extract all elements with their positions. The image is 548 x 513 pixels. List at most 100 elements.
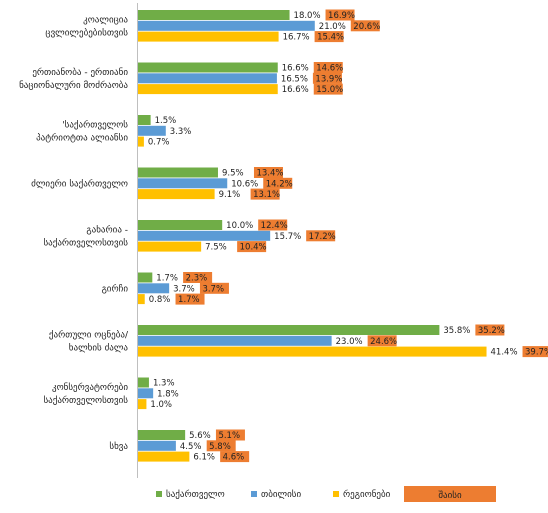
- category-label: ხალხის ძალა: [69, 342, 129, 353]
- legend-swatch: [333, 491, 339, 497]
- poll-value-label: 13.9%: [315, 74, 342, 84]
- poll-value-box: [183, 272, 213, 283]
- data-label: 16.7%: [283, 33, 310, 43]
- data-label: 35.8%: [443, 326, 470, 336]
- poll-value-label: 2.3%: [186, 274, 208, 284]
- category-label: კოალიცია: [83, 15, 128, 25]
- bar: [138, 220, 223, 230]
- category-label: საქართველოსთვის: [43, 395, 128, 406]
- data-label: 15.7%: [274, 232, 301, 242]
- data-label: 1.0%: [150, 400, 172, 410]
- poll-value-box: [263, 177, 293, 189]
- bar: [138, 272, 153, 283]
- poll-value-label: 5.1%: [218, 431, 240, 441]
- data-label: 23.0%: [336, 337, 363, 347]
- data-label: 10.0%: [226, 221, 253, 231]
- poll-value-label: 24.6%: [370, 337, 397, 347]
- poll-value-box: [312, 72, 342, 84]
- poll-value-label: 35.2%: [478, 326, 505, 336]
- poll-value-label: 16.9%: [328, 11, 355, 21]
- category-label: ძლიერი საქართველო: [31, 178, 128, 189]
- category-label: ერთიანობა - ერთიანი: [32, 67, 128, 78]
- poll-value-label: 13.4%: [256, 169, 283, 179]
- poll-value-box: [325, 9, 355, 21]
- data-label: 10.6%: [231, 179, 258, 189]
- poll-value-box: [220, 451, 250, 463]
- data-label: 1.5%: [155, 116, 177, 126]
- bar: [138, 451, 190, 462]
- legend-poll-box: [404, 486, 496, 502]
- bar: [138, 388, 154, 399]
- poll-value-label: 15.4%: [317, 33, 344, 43]
- poll-value-label: 14.6%: [316, 64, 343, 74]
- poll-value-label: 17.2%: [309, 232, 336, 242]
- category-label: გირჩი: [102, 283, 129, 294]
- data-label: 16.6%: [282, 85, 309, 95]
- data-label: 3.3%: [170, 127, 192, 137]
- data-label: 1.3%: [153, 379, 175, 389]
- data-label: 9.5%: [222, 169, 244, 179]
- data-label: 41.4%: [491, 348, 518, 358]
- poll-value-box: [258, 219, 288, 231]
- poll-value-box: [175, 293, 205, 305]
- data-label: 1.8%: [157, 389, 179, 399]
- poll-value-box: [313, 83, 343, 95]
- bar: [138, 325, 440, 335]
- bar: [138, 125, 166, 136]
- data-label: 9.1%: [219, 190, 241, 200]
- poll-value-box: [475, 324, 505, 336]
- bar: [138, 399, 147, 410]
- bar: [138, 10, 290, 20]
- bar: [138, 440, 176, 451]
- poll-value-label: 3.7%: [202, 284, 224, 294]
- bar: [138, 84, 278, 95]
- poll-value-box: [237, 241, 267, 253]
- bar: [138, 167, 218, 178]
- bar: [138, 136, 144, 147]
- data-label: 6.1%: [193, 453, 215, 463]
- poll-value-box: [215, 429, 245, 441]
- poll-value-box: [206, 440, 236, 452]
- poll-value-label: 10.4%: [240, 243, 267, 253]
- category-label: ცვლილებებისთვის: [45, 27, 128, 38]
- data-label: 4.5%: [180, 442, 202, 452]
- data-label: 18.0%: [294, 11, 321, 21]
- legend-label: თბილისი: [261, 489, 301, 500]
- bar: [138, 189, 215, 200]
- category-label: ნაციონალური მოძრაობა: [19, 80, 128, 91]
- category-label: საქართველოსთვის: [43, 237, 128, 248]
- poll-value-label: 13.1%: [253, 190, 280, 200]
- poll-value-box: [367, 335, 397, 347]
- data-label: 16.5%: [281, 74, 308, 84]
- bar: [138, 31, 279, 42]
- bar: [138, 20, 315, 31]
- poll-value-label: 5.8%: [209, 442, 231, 452]
- legend-label: საქართველო: [166, 489, 225, 500]
- data-label: 7.5%: [205, 243, 227, 253]
- data-label: 0.8%: [149, 295, 171, 305]
- bar: [138, 377, 149, 388]
- poll-value-box: [253, 167, 283, 178]
- data-label: 3.7%: [173, 284, 195, 294]
- data-label: 16.6%: [282, 64, 309, 74]
- legend-label: რეგიონები: [343, 489, 391, 500]
- category-label: პატრიოტთა ალიანსი: [36, 132, 128, 143]
- poll-value-box: [306, 230, 336, 242]
- poll-value-label: 1.7%: [178, 295, 200, 305]
- category-label: 'საქართველოს: [62, 119, 128, 130]
- poll-value-label: 4.6%: [223, 453, 245, 463]
- category-label: სხვა: [109, 441, 128, 452]
- legend-swatch: [156, 491, 162, 497]
- legend-swatch: [251, 491, 257, 497]
- poll-value-box: [314, 31, 344, 43]
- poll-value-box: [250, 188, 280, 200]
- bar: [138, 294, 145, 305]
- bar: [138, 283, 170, 294]
- poll-value-box: [313, 62, 343, 73]
- data-label: 21.0%: [319, 22, 346, 32]
- data-label: 1.7%: [156, 274, 178, 284]
- bar: [138, 62, 278, 73]
- poll-value-label: 39.7%: [525, 348, 548, 358]
- data-label: 5.6%: [189, 431, 211, 441]
